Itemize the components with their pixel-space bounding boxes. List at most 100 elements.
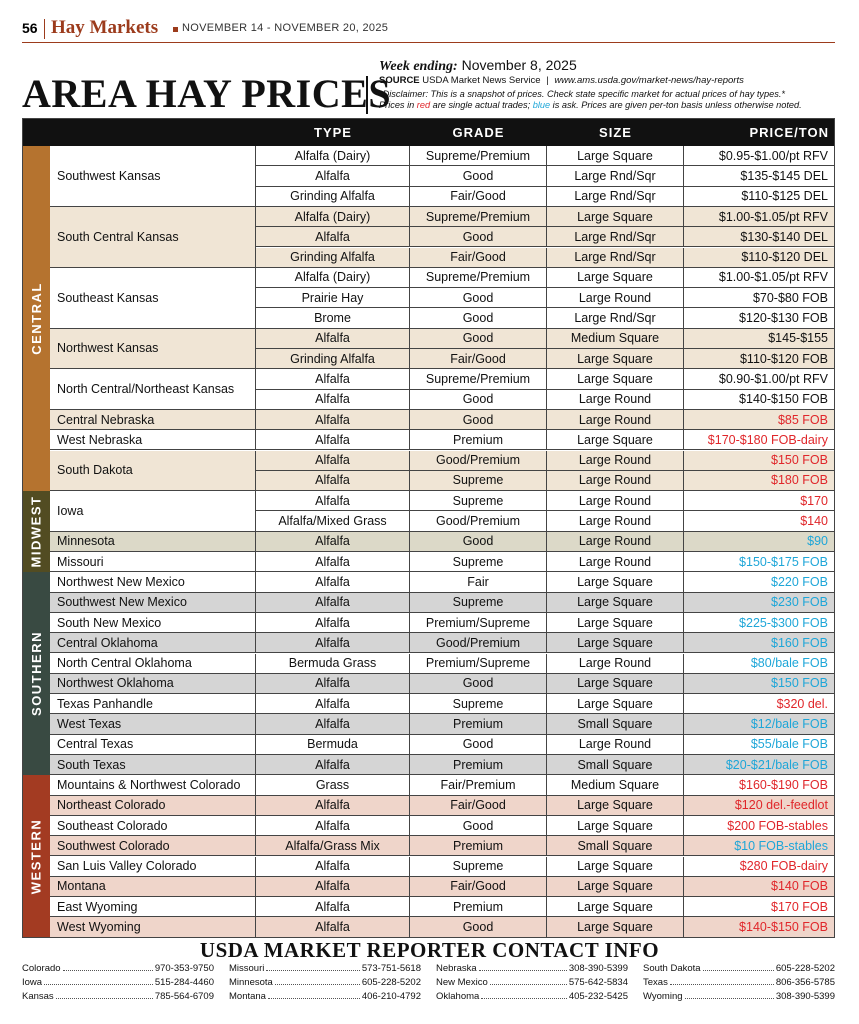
contact-row: Oklahoma 405-232-5425 xyxy=(436,991,628,1002)
type-cell: Grinding Alfalfa xyxy=(256,186,410,207)
price-cell: $120-$130 FOB xyxy=(684,308,835,329)
grade-cell: Good xyxy=(410,227,547,248)
state: Texas xyxy=(643,977,668,988)
grade-cell: Fair/Good xyxy=(410,186,547,207)
grade-cell: Good xyxy=(410,815,547,837)
price-cell: $0.90-$1.00/pt RFV xyxy=(684,369,835,390)
type-cell: Alfalfa xyxy=(256,470,410,492)
size-cell: Large Square xyxy=(547,206,684,228)
region-label: MIDWEST xyxy=(28,495,44,568)
source-line: SOURCE USDA Market News Service | www.am… xyxy=(379,75,744,86)
state: Iowa xyxy=(22,977,43,988)
price-cell: $85 FOB xyxy=(684,409,835,431)
page-number: 56 xyxy=(22,20,38,36)
type-cell: Grinding Alfalfa xyxy=(256,247,410,268)
region-band xyxy=(22,775,50,938)
contact-row: Montana 406-210-4792 xyxy=(229,991,421,1002)
price-cell: $130-$140 DEL xyxy=(684,227,835,248)
size-cell: Large Square xyxy=(547,369,684,390)
phone: 308-390-5399 xyxy=(568,963,628,974)
area-cell: Iowa xyxy=(50,491,256,532)
size-cell: Large Square xyxy=(547,876,684,898)
price-cell: $0.95-$1.00/pt RFV xyxy=(684,146,835,167)
source-url: www.ams.usda.gov/market-news/hay-reports xyxy=(554,75,744,86)
leader xyxy=(478,963,567,971)
type-cell: Alfalfa (Dairy) xyxy=(256,146,410,167)
source-label: SOURCE xyxy=(379,75,420,86)
grade-cell: Premium xyxy=(410,836,547,857)
phone: 806-356-5785 xyxy=(775,977,835,988)
grade-cell: Fair xyxy=(410,572,547,593)
price-cell: $1.00-$1.05/pt RFV xyxy=(684,267,835,289)
type-cell: Alfalfa (Dairy) xyxy=(256,267,410,289)
area-cell: South Dakota xyxy=(50,450,256,492)
size-cell: Large Square xyxy=(547,897,684,918)
size-cell: Medium Square xyxy=(547,328,684,349)
state: Oklahoma xyxy=(436,991,480,1002)
price-cell: $135-$145 DEL xyxy=(684,166,835,187)
size-cell: Large Square xyxy=(547,815,684,837)
price-cell: $230 FOB xyxy=(684,592,835,613)
grade-cell: Supreme xyxy=(410,470,547,492)
contact-row: South Dakota 605-228-5202 xyxy=(643,963,835,974)
size-cell: Large Rnd/Sqr xyxy=(547,247,684,268)
region-label: SOUTHERN xyxy=(28,631,44,717)
area-cell: Mountains & Northwest Colorado xyxy=(50,775,256,796)
type-cell: Alfalfa xyxy=(256,572,410,593)
phone: 308-390-5399 xyxy=(775,991,835,1002)
area-cell: East Wyoming xyxy=(50,897,256,918)
size-cell: Small Square xyxy=(547,755,684,776)
grade-cell: Premium xyxy=(410,897,547,918)
size-cell: Large Square xyxy=(547,633,684,654)
price-cell: $120 del.-feedlot xyxy=(684,795,835,816)
price-cell: $145-$155 xyxy=(684,328,835,349)
type-cell: Alfalfa xyxy=(256,592,410,613)
grade-cell: Good xyxy=(410,308,547,329)
region-band xyxy=(22,146,50,492)
type-cell: Alfalfa xyxy=(256,227,410,248)
size-cell: Large Square xyxy=(547,856,684,877)
size-cell: Small Square xyxy=(547,836,684,857)
issue-dates: NOVEMBER 14 - NOVEMBER 20, 2025 xyxy=(182,22,389,34)
price-cell: $140-$150 FOB xyxy=(684,917,835,938)
type-cell: Alfalfa xyxy=(256,897,410,918)
price-cell: $220 FOB xyxy=(684,572,835,593)
area-cell: North Central Oklahoma xyxy=(50,653,256,674)
grade-cell: Premium/Supreme xyxy=(410,653,547,674)
state: South Dakota xyxy=(643,963,701,974)
price-cell: $170 FOB xyxy=(684,897,835,918)
type-cell: Alfalfa xyxy=(256,389,410,410)
leader xyxy=(267,991,360,999)
size-cell: Large Square xyxy=(547,795,684,816)
area-cell: Central Oklahoma xyxy=(50,633,256,654)
grade-cell: Premium xyxy=(410,430,547,451)
price-cell: $160-$190 FOB xyxy=(684,775,835,796)
area-cell: Northwest Oklahoma xyxy=(50,673,256,695)
type-cell: Grass xyxy=(256,775,410,796)
region-label: WESTERN xyxy=(28,818,44,895)
leader xyxy=(489,977,567,985)
size-cell: Large Round xyxy=(547,409,684,431)
grade-cell: Premium xyxy=(410,714,547,735)
type-cell: Alfalfa (Dairy) xyxy=(256,206,410,228)
grade-cell: Fair/Premium xyxy=(410,775,547,796)
type-cell: Alfalfa xyxy=(256,755,410,776)
size-cell: Large Round xyxy=(547,511,684,532)
type-cell: Alfalfa xyxy=(256,714,410,735)
leader xyxy=(684,991,774,999)
phone: 406-210-4792 xyxy=(361,991,421,1002)
type-cell: Prairie Hay xyxy=(256,288,410,309)
grade-cell: Good/Premium xyxy=(410,633,547,654)
phone: 515-284-4460 xyxy=(154,977,214,988)
grade-cell: Premium/Supreme xyxy=(410,612,547,634)
grade-cell: Good xyxy=(410,531,547,552)
contact-row: Missouri 573-751-5618 xyxy=(229,963,421,974)
state: Colorado xyxy=(22,963,61,974)
grade-cell: Good xyxy=(410,389,547,410)
region-label: CENTRAL xyxy=(28,282,44,355)
area-cell: West Wyoming xyxy=(50,917,256,938)
grade-cell: Good xyxy=(410,166,547,187)
note-text: are single actual trades; xyxy=(430,100,533,110)
contacts-title: USDA MARKET REPORTER CONTACT INFO xyxy=(199,938,660,962)
table-header xyxy=(22,118,835,146)
